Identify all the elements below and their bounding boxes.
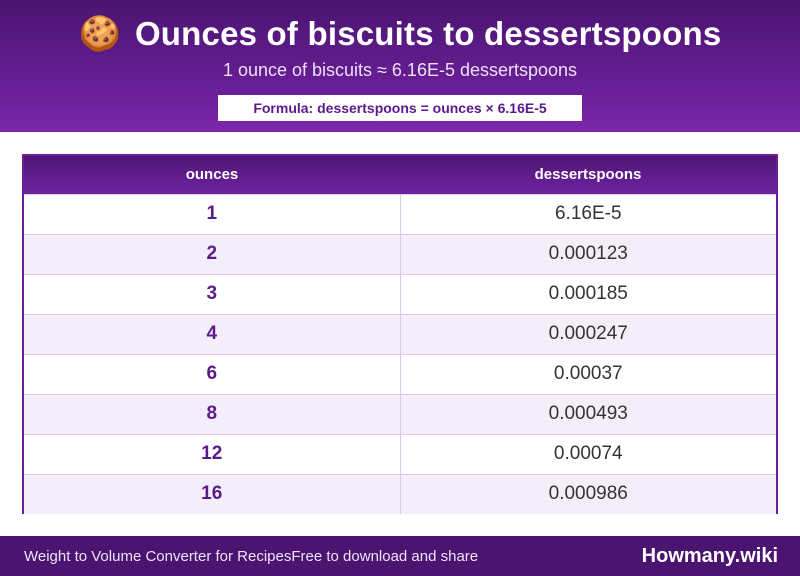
ounces-cell: 6 <box>24 353 401 394</box>
table-row: 4 0.000247 <box>24 313 776 354</box>
page-title: Ounces of biscuits to dessertspoons <box>134 15 722 52</box>
conversion-table: ounces dessertspoons 1 6.16E-5 2 0.00012… <box>24 156 776 514</box>
table-row: 6 0.00037 <box>24 353 776 394</box>
header-banner: 🍪 Ounces of biscuits to dessertspoons 1 … <box>0 0 800 132</box>
dessertspoons-cell: 0.000493 <box>400 393 776 434</box>
dessertspoons-cell: 0.000986 <box>400 473 776 514</box>
ounces-cell: 4 <box>24 313 401 354</box>
brand-logo: Howmany.wiki <box>641 544 778 567</box>
footer-share-text: Free to download and share <box>291 547 479 565</box>
cookie-icon: 🍪 <box>78 15 121 53</box>
title-row: 🍪 Ounces of biscuits to dessertspoons <box>0 12 800 56</box>
footer-tagline: Weight to Volume Converter for RecipesFr… <box>24 548 478 565</box>
dessertspoons-cell: 0.00037 <box>400 353 776 394</box>
ounces-cell: 16 <box>24 473 401 514</box>
footer-converter-name: Weight to Volume Converter for Recipes <box>24 547 292 565</box>
table-row: 1 6.16E-5 <box>24 193 776 234</box>
table-body: 1 6.16E-5 2 0.000123 3 0.000185 4 0.0002… <box>24 193 776 514</box>
column-header-dessertspoons: dessertspoons <box>534 166 642 184</box>
table-row: 12 0.00074 <box>24 433 776 474</box>
conversion-subtitle: 1 ounce of biscuits ≈ 6.16E-5 dessertspo… <box>222 60 578 80</box>
dessertspoons-cell: 0.000123 <box>400 233 776 274</box>
formula-box: Formula: dessertspoons = ounces × 6.16E-… <box>218 95 582 121</box>
dessertspoons-cell: 0.00074 <box>400 433 776 474</box>
dessertspoons-cell: 0.000247 <box>400 313 776 354</box>
footer-bar: Weight to Volume Converter for RecipesFr… <box>0 536 800 576</box>
dessertspoons-cell: 0.000185 <box>400 273 776 314</box>
ounces-cell: 12 <box>24 433 401 474</box>
column-header-ounces: ounces <box>185 166 239 184</box>
table-row: 8 0.000493 <box>24 393 776 434</box>
ounces-cell: 2 <box>24 233 401 274</box>
table-header-row: ounces dessertspoons <box>24 156 776 194</box>
table-row: 3 0.000185 <box>24 273 776 314</box>
ounces-cell: 1 <box>24 193 401 234</box>
table-row: 2 0.000123 <box>24 233 776 274</box>
table-row: 16 0.000986 <box>24 473 776 514</box>
ounces-cell: 8 <box>24 393 401 434</box>
ounces-cell: 3 <box>24 273 401 314</box>
dessertspoons-cell: 6.16E-5 <box>400 193 776 234</box>
conversion-table-container: ounces dessertspoons 1 6.16E-5 2 0.00012… <box>22 154 778 514</box>
